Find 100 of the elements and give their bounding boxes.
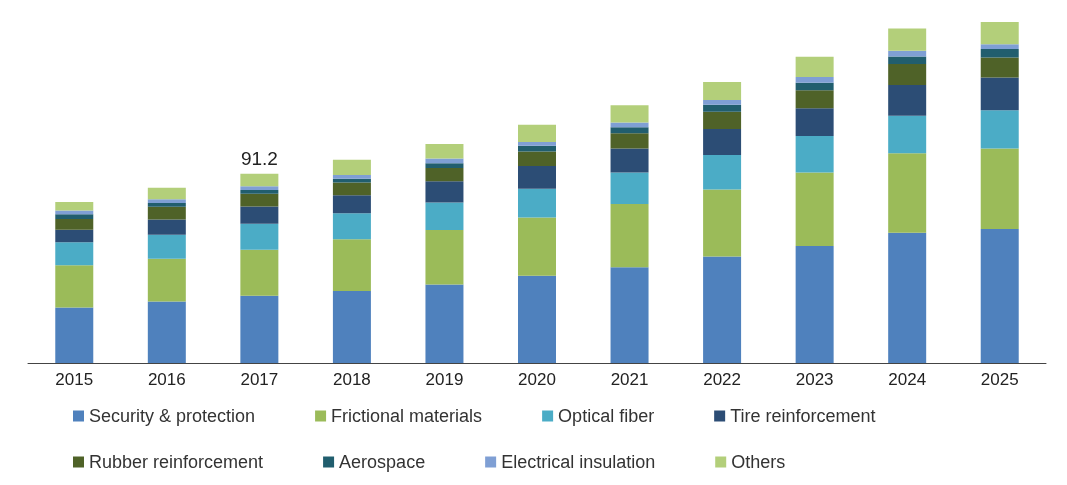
- bar: [703, 189, 742, 257]
- bar: [795, 82, 834, 91]
- bar: [980, 44, 1019, 49]
- bar: [147, 187, 186, 200]
- bar: [888, 63, 927, 86]
- bar: [55, 307, 94, 363]
- bar: [518, 275, 556, 363]
- bar: [518, 217, 556, 276]
- bar: [888, 232, 927, 363]
- bar: [980, 57, 1019, 78]
- legend-label: Tire reinforcement: [730, 406, 876, 426]
- bar: [147, 301, 186, 363]
- bar: [888, 56, 927, 64]
- bar: [703, 256, 742, 363]
- bar: [888, 28, 927, 51]
- bar: [147, 219, 186, 235]
- bar: [332, 178, 371, 183]
- legend-label: Optical fiber: [558, 406, 655, 426]
- bar: [55, 219, 94, 230]
- bar: [518, 151, 556, 166]
- bar: [980, 148, 1019, 229]
- bar: [795, 90, 834, 109]
- bar: [240, 193, 279, 207]
- bar: [610, 267, 649, 363]
- x-tick-label: 2021: [610, 370, 649, 389]
- x-tick-label: 2022: [703, 370, 741, 389]
- bar: [795, 172, 834, 247]
- legend-label: Others: [731, 452, 786, 472]
- x-tick-label: 2025: [980, 370, 1019, 389]
- bar: [332, 175, 371, 179]
- bar: [980, 48, 1019, 58]
- bar: [425, 230, 464, 285]
- bar: [425, 284, 464, 363]
- bar: [55, 214, 94, 220]
- bar: [980, 228, 1019, 363]
- bar: [795, 56, 834, 77]
- legend-label: Frictional materials: [331, 406, 483, 426]
- x-tick-label: 2018: [333, 370, 371, 389]
- bar: [425, 144, 464, 159]
- bar: [518, 188, 556, 218]
- bar: [240, 206, 279, 224]
- bar: [55, 229, 94, 243]
- bar: [425, 167, 464, 182]
- bar: [610, 127, 649, 134]
- bar: [240, 186, 279, 191]
- bar: [240, 295, 279, 363]
- bar: [425, 163, 464, 168]
- bar: [795, 76, 834, 83]
- annotation: 91.2: [240, 147, 278, 169]
- bar: [55, 202, 94, 211]
- bar: [332, 159, 371, 176]
- bar: [425, 202, 464, 231]
- legend-label: Electrical insulation: [501, 452, 656, 472]
- x-tick-label: 2020: [518, 370, 556, 389]
- bar: [703, 104, 742, 112]
- bar: [147, 234, 186, 259]
- bar: [147, 258, 186, 302]
- bar: [980, 77, 1019, 111]
- bar: [518, 142, 556, 146]
- bar: [610, 133, 649, 149]
- bar: [980, 110, 1019, 149]
- bar: [332, 182, 371, 196]
- bar: [425, 158, 464, 164]
- bar: [610, 204, 649, 268]
- bar: [703, 154, 742, 190]
- bar: [610, 105, 649, 123]
- x-tick-label: 2024: [888, 370, 927, 389]
- bar: [332, 291, 371, 363]
- bar: [147, 203, 186, 207]
- bar: [610, 148, 649, 173]
- bar: [888, 115, 927, 154]
- bar: [518, 165, 556, 189]
- bar: [795, 108, 834, 136]
- bar: [332, 195, 371, 214]
- legend-label: Rubber reinforcement: [89, 452, 264, 472]
- bar: [240, 223, 279, 250]
- x-tick-label: 2016: [147, 370, 186, 389]
- bar: [332, 239, 371, 292]
- bar: [518, 145, 556, 152]
- bar: [888, 85, 927, 116]
- bar: [147, 199, 186, 204]
- bar: [888, 153, 927, 233]
- bar: [55, 242, 94, 266]
- bar: [703, 111, 742, 130]
- bar: [703, 82, 742, 101]
- bar: [240, 249, 279, 296]
- x-tick-label: 2017: [240, 370, 279, 389]
- bar: [795, 135, 834, 173]
- bar: [55, 265, 94, 308]
- x-tick-label: 2019: [425, 370, 464, 389]
- bar: [980, 22, 1019, 45]
- legend-label: Aerospace: [339, 452, 426, 472]
- x-tick-label: 2015: [55, 370, 94, 389]
- bar: [795, 246, 834, 363]
- bar: [240, 173, 279, 187]
- bar: [703, 100, 742, 105]
- bar: [425, 181, 464, 203]
- x-tick-label: 2023: [795, 370, 834, 389]
- bar: [518, 124, 556, 143]
- bar: [240, 190, 279, 194]
